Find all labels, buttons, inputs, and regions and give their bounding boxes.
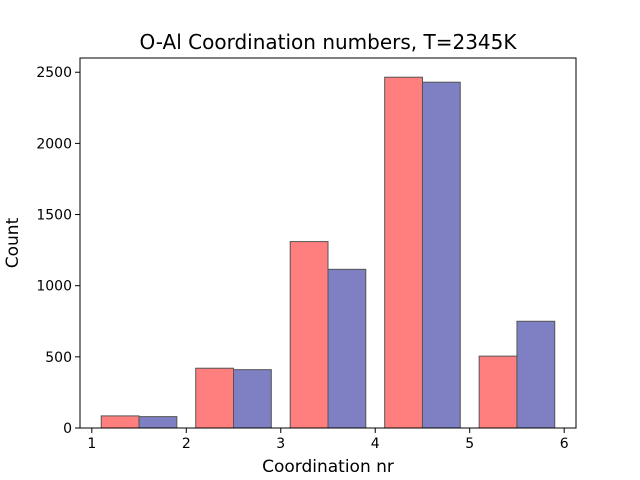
y-tick-label: 2500 [36, 65, 72, 81]
x-tick-label: 4 [371, 436, 380, 452]
bar-2-series-2 [233, 369, 272, 429]
x-tick-label: 6 [560, 436, 569, 452]
y-tick-label: 0 [63, 421, 72, 437]
chart-title: O-Al Coordination numbers, T=2345K [139, 30, 517, 54]
bar-3-series-2 [327, 268, 367, 429]
bar-4-series-1 [384, 76, 423, 429]
y-axis-label: Count [3, 217, 23, 268]
bar-1-series-1 [100, 415, 140, 429]
y-tick-label: 1000 [36, 279, 72, 295]
bar-1-series-2 [138, 416, 178, 429]
bar-5-series-1 [478, 355, 518, 429]
y-tick-label: 1500 [36, 208, 72, 224]
bar-3-series-1 [289, 241, 329, 429]
bars-group [100, 76, 556, 429]
y-axis-ticks: 0 500 1000 1500 2000 2500 [36, 65, 80, 437]
y-tick-label: 2000 [36, 136, 72, 152]
bar-5-series-2 [516, 320, 556, 429]
x-axis-ticks: 1 2 3 4 5 6 [87, 428, 569, 452]
x-tick-label: 2 [182, 436, 191, 452]
plot-frame [79, 57, 577, 429]
x-tick-label: 3 [276, 436, 285, 452]
x-tick-label: 1 [87, 436, 96, 452]
bar-2-series-1 [195, 367, 235, 429]
x-tick-label: 5 [465, 436, 474, 452]
y-tick-label: 500 [45, 350, 72, 366]
bar-4-series-2 [421, 81, 461, 429]
x-axis-label: Coordination nr [262, 457, 394, 477]
